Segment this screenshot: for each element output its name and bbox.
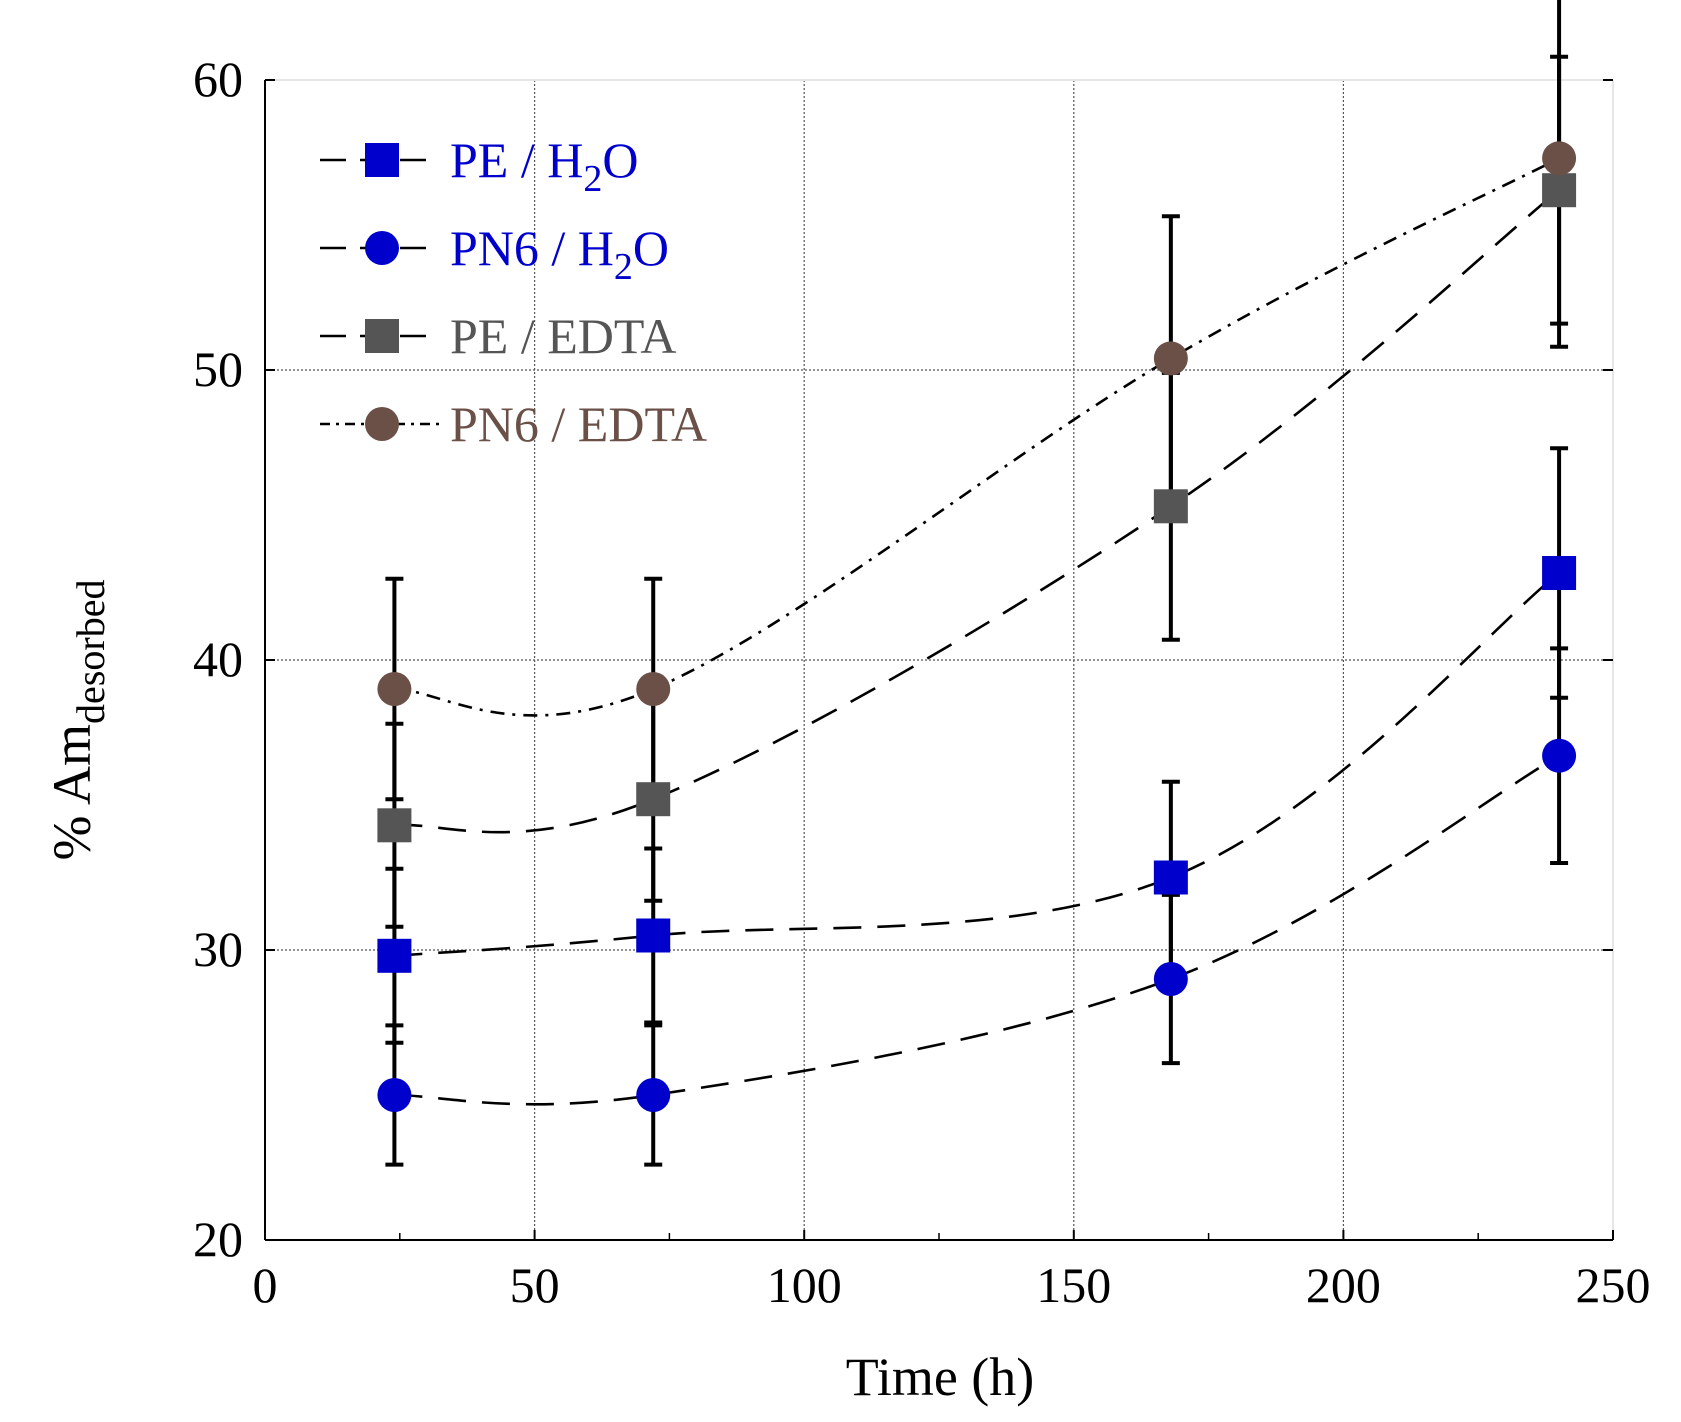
legend-label-main: PN6 / H [450, 220, 614, 276]
series-line [394, 754, 1560, 1106]
y-tick-label: 50 [193, 341, 243, 397]
series-line [394, 571, 1560, 958]
data-point [1542, 173, 1577, 208]
legend-marker [365, 319, 399, 353]
y-tick-label: 30 [193, 921, 243, 977]
legend-marker [365, 143, 399, 177]
legend-label-tail: O [602, 132, 638, 188]
data-point [636, 672, 671, 706]
x-axis-title: Time (h) [846, 1347, 1035, 1407]
legend-label-subscript: 2 [583, 158, 602, 200]
data-point [1153, 489, 1188, 524]
y-axis-title: % Amdesorbed [42, 580, 113, 861]
y-tick-label: 60 [193, 51, 243, 107]
data-point [1153, 962, 1188, 996]
legend-label-main: PN6 / EDTA [450, 396, 707, 452]
series-line [394, 157, 1560, 717]
x-tick-label: 200 [1306, 1257, 1381, 1313]
x-tick-label: 150 [1036, 1257, 1111, 1313]
data-point [636, 782, 671, 817]
data-point [636, 1078, 671, 1112]
error-bars [385, 0, 1569, 1167]
data-point [636, 918, 671, 953]
y-axis-title-main: % Am [42, 724, 102, 861]
series-lines [394, 157, 1560, 1106]
data-point [1542, 141, 1577, 176]
x-tick-label: 50 [510, 1257, 560, 1313]
x-tick-label: 0 [253, 1257, 278, 1313]
grid [265, 80, 1613, 1240]
axes: 20 30 40 50 60 0 50 100 150 200 250 [193, 51, 1651, 1313]
data-point [1542, 556, 1577, 590]
legend-label: PN6 / H2O [450, 220, 669, 288]
data-point [1153, 341, 1188, 376]
legend-marker [365, 407, 399, 441]
x-tick-label: 100 [767, 1257, 842, 1313]
data-point [377, 808, 412, 843]
data-point [1153, 860, 1188, 895]
data-point [377, 1078, 412, 1112]
legend-label-main: PE / H [450, 132, 583, 188]
legend-label: PN6 / EDTA [450, 396, 707, 452]
data-point [1542, 738, 1577, 773]
y-axis-title-subscript: desorbed [68, 580, 113, 724]
legend-label-main: PE / EDTA [450, 308, 677, 364]
y-tick-label: 40 [193, 631, 243, 687]
legend-label-tail: O [633, 220, 669, 276]
series-line [394, 189, 1560, 834]
y-tick-label: 20 [193, 1211, 243, 1267]
data-point [377, 672, 412, 706]
legend-label: PE / EDTA [450, 308, 677, 364]
data-markers [377, 141, 1577, 1112]
legend-label: PE / H2O [450, 132, 638, 200]
data-point [377, 938, 412, 973]
legend-marker [365, 231, 399, 265]
x-tick-label: 250 [1576, 1257, 1651, 1313]
legend-label-subscript: 2 [614, 246, 633, 288]
